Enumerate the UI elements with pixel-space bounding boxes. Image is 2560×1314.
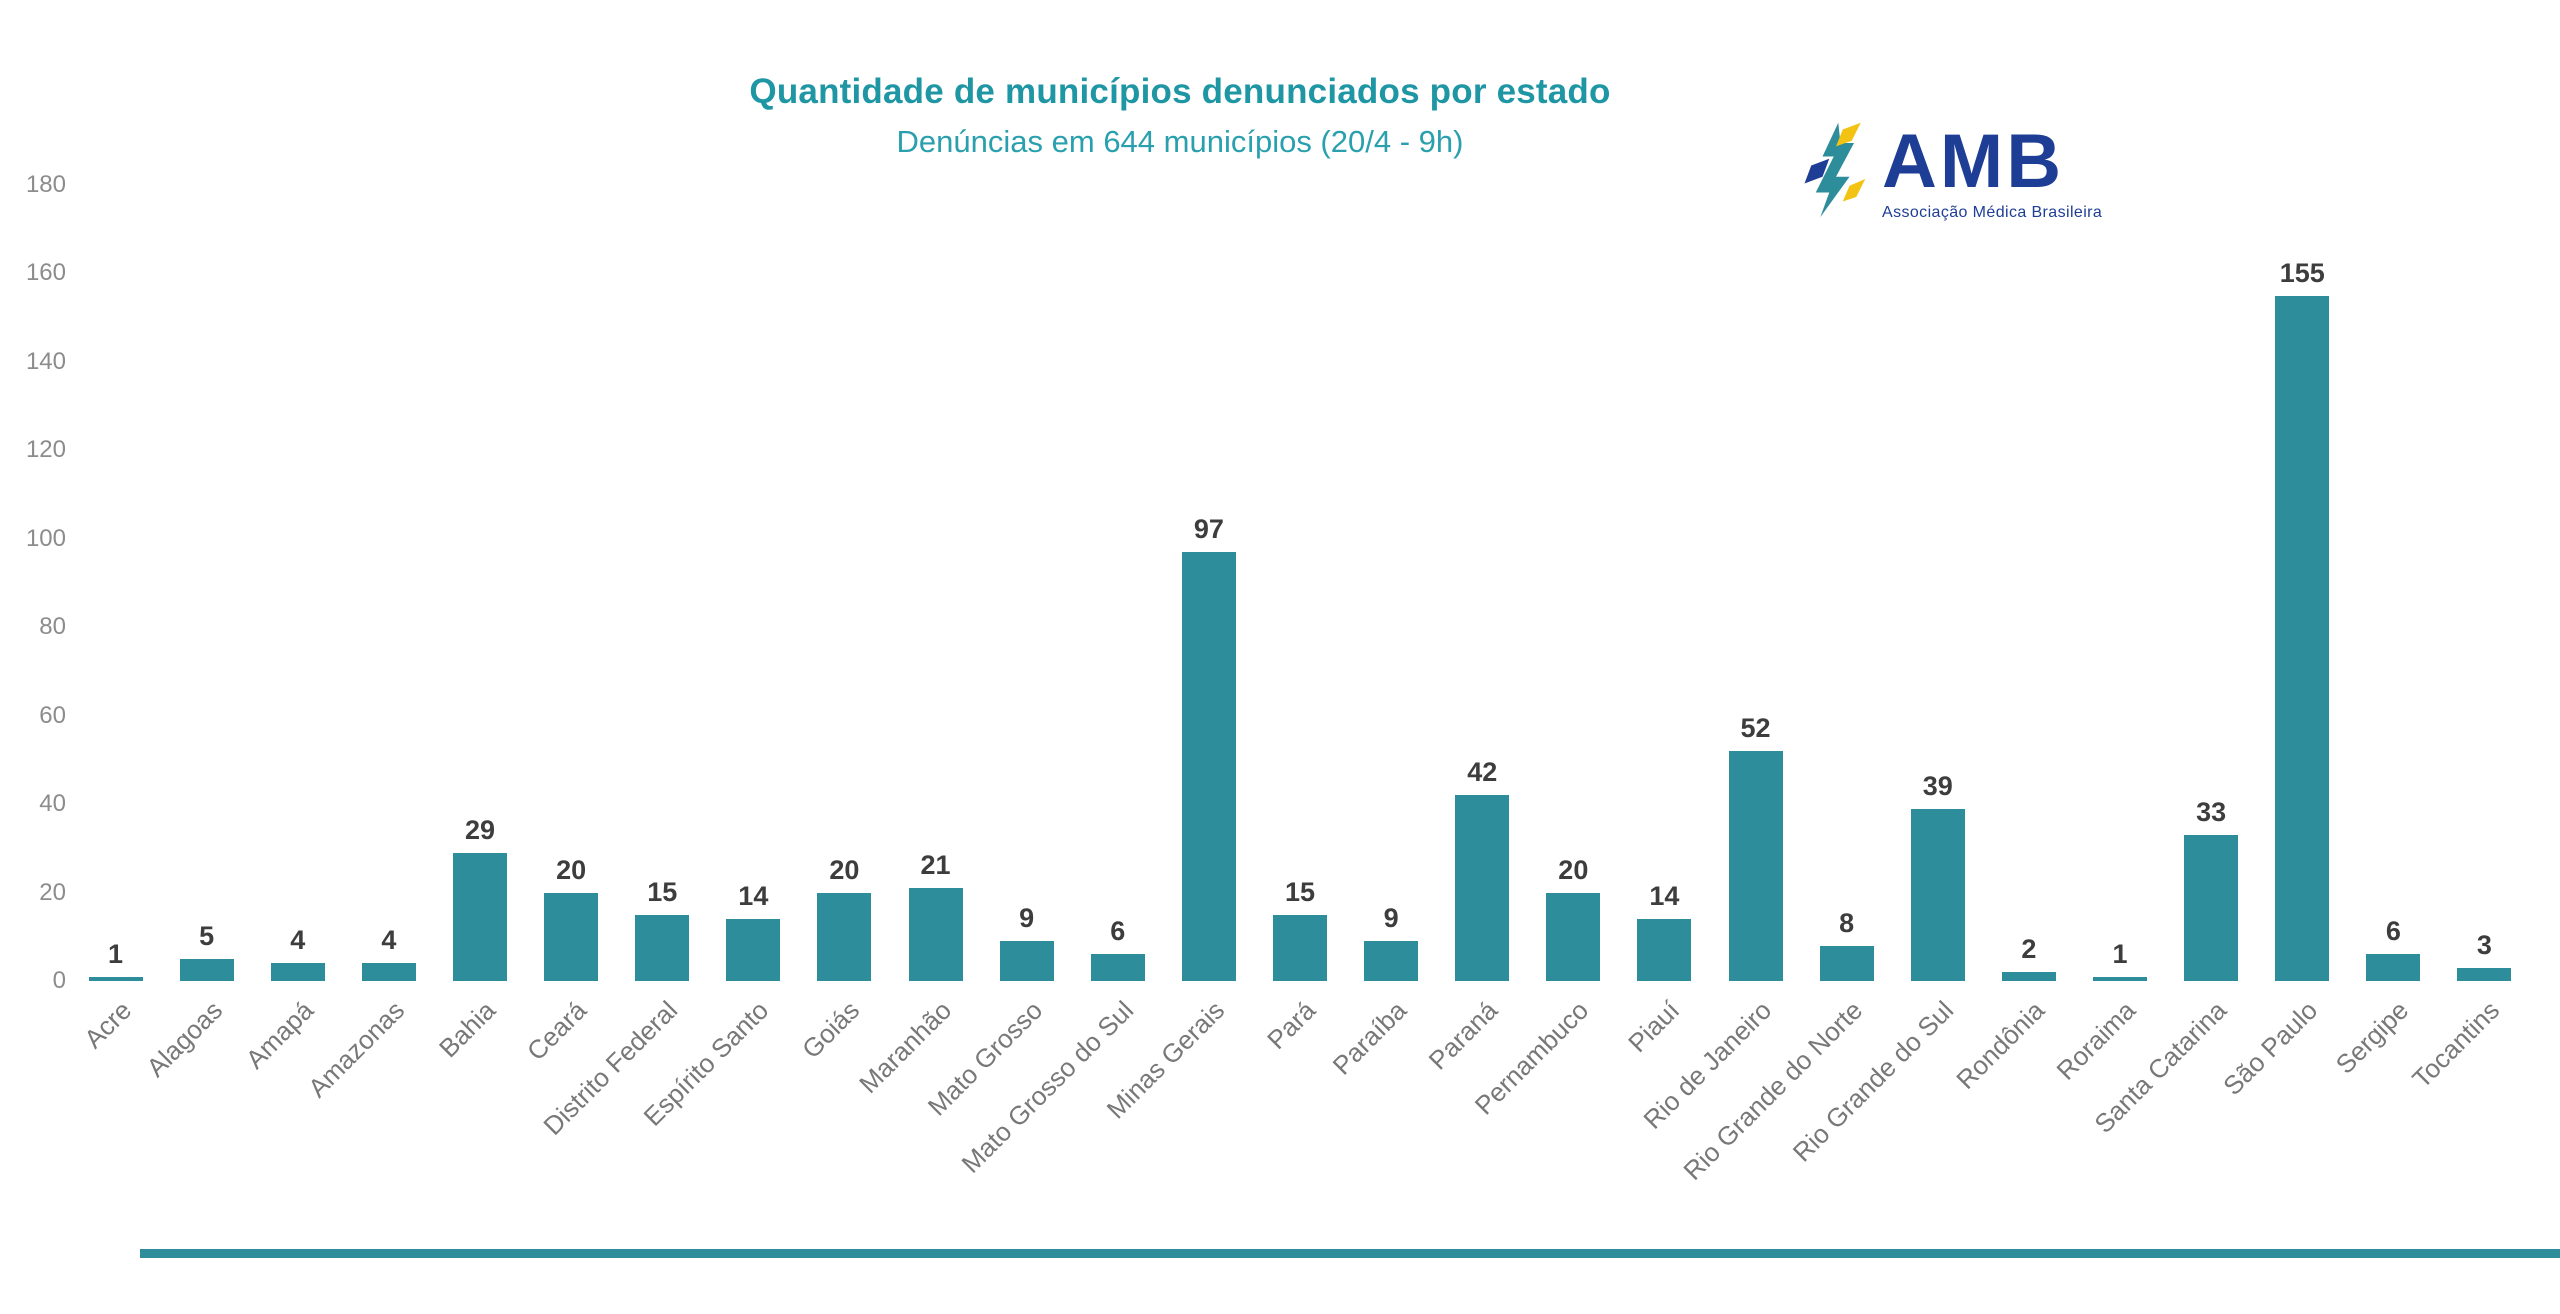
bar [2275, 295, 2330, 981]
bar-value-label: 20 [556, 854, 587, 885]
bar-value-label: 15 [647, 876, 678, 907]
bar [2093, 976, 2147, 981]
bar-value-label: 33 [2196, 797, 2227, 828]
bar [1637, 919, 1692, 981]
bar [1910, 808, 1965, 981]
bar [1819, 945, 1874, 981]
y-tick-label: 80 [39, 613, 66, 641]
bar-value-label: 14 [738, 881, 769, 912]
y-tick-label: 60 [39, 701, 66, 729]
amb-logo-tagline: Associação Médica Brasileira [1882, 204, 2103, 221]
y-tick-label: 160 [25, 259, 66, 287]
bar [1273, 914, 1327, 981]
y-tick-label: 180 [25, 171, 66, 198]
bar [270, 963, 325, 981]
bar-value-label: 39 [1922, 770, 1953, 801]
bar-value-label: 8 [1839, 907, 1855, 938]
bar [908, 888, 963, 981]
bar-value-label: 21 [920, 850, 951, 881]
bar-value-label: 2 [2021, 934, 2037, 965]
bar-value-label: 42 [1467, 757, 1498, 788]
bar [635, 914, 690, 981]
bar [999, 941, 1054, 981]
amb-logo: AMB Associação Médica Brasileira [1800, 122, 2102, 222]
bar [726, 919, 781, 981]
y-tick-label: 120 [25, 436, 66, 464]
bar-value-label: 15 [1284, 876, 1316, 907]
bar [544, 892, 599, 981]
bar [1455, 795, 1510, 981]
y-tick-label: 20 [39, 878, 66, 906]
bar-value-label: 5 [199, 920, 215, 951]
bar-value-label: 9 [1019, 903, 1035, 934]
bar-value-label: 9 [1383, 903, 1399, 934]
amb-logo-textblock: AMB Associação Médica Brasileira [1882, 122, 2102, 222]
bar [361, 963, 416, 981]
bar-value-label: 29 [464, 814, 496, 845]
bar-value-label: 155 [2279, 257, 2325, 288]
bar [453, 852, 507, 981]
bar [179, 958, 234, 981]
bar [1546, 892, 1601, 981]
bar-value-label: 97 [1193, 514, 1224, 545]
bar-value-label: 4 [290, 925, 306, 956]
bar [2457, 967, 2512, 981]
bar [2366, 954, 2421, 981]
y-tick-label: 0 [52, 967, 66, 994]
bar-value-label: 3 [2476, 929, 2492, 960]
bar [1090, 954, 1145, 981]
bar [88, 976, 143, 981]
bar [1181, 552, 1236, 981]
y-tick-label: 40 [39, 790, 66, 818]
footer-strip [140, 1249, 2560, 1258]
bar-value-label: 4 [381, 925, 397, 956]
bar-value-label: 14 [1649, 881, 1680, 912]
bar [2001, 972, 2056, 981]
bar [1364, 941, 1419, 981]
bar-value-label: 1 [2112, 938, 2128, 969]
bar [817, 892, 872, 981]
bar-value-label: 6 [1110, 916, 1126, 947]
bar-value-label: 6 [2385, 916, 2401, 947]
page-title: Quantidade de municípios denunciados por… [749, 72, 1611, 111]
y-tick-label: 100 [25, 524, 66, 552]
amb-logo-text: AMB [1882, 119, 2065, 204]
bar-value-label: 20 [1558, 854, 1589, 885]
bar-value-label: 52 [1740, 713, 1771, 744]
bar-value-label: 20 [829, 854, 860, 885]
bar-chart: 0 20 40 60 80 100 120 140 160 180 1 Acre 5 Alagoas 4 Am… [25, 171, 2512, 1186]
bar [1728, 751, 1783, 981]
page-subtitle: Denúncias em 644 municípios (20/4 - 9h) [896, 124, 1464, 159]
y-tick-label: 140 [25, 347, 66, 375]
caduceus-icon [1804, 122, 1866, 218]
bar [2184, 835, 2239, 981]
bar-value-label: 1 [108, 938, 124, 969]
